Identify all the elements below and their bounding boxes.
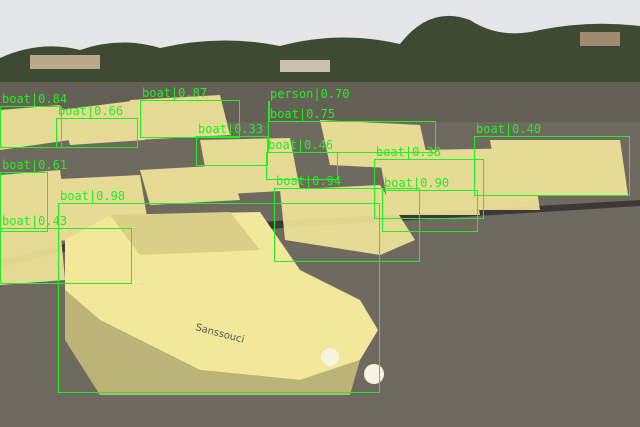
main-boat: Sanssouci <box>65 212 384 395</box>
detection-box: boat|0.46 <box>266 138 338 180</box>
detection-box: boat|0.84 <box>0 92 67 148</box>
detection-box: boat|0.90 <box>382 176 478 232</box>
detection-box: boat|0.98 <box>58 189 380 393</box>
house <box>280 60 330 72</box>
detection-box: boat|0.61 <box>0 158 67 232</box>
detection-box: boat|0.94 <box>274 174 420 262</box>
detection-box: person|0.70 <box>268 87 350 121</box>
detection-box: boat|0.66 <box>56 104 138 148</box>
house <box>580 32 620 46</box>
detection-box: boat|0.33 <box>196 122 268 166</box>
detection-box: boat|0.40 <box>474 122 630 196</box>
detection-box: boat|0.43 <box>0 214 132 284</box>
detection-box: boat|0.87 <box>140 86 240 138</box>
house <box>30 55 100 69</box>
detection-box: boat|0.75 <box>268 107 436 153</box>
detection-box: boat|0.38 <box>374 145 484 219</box>
treeline <box>0 15 640 85</box>
